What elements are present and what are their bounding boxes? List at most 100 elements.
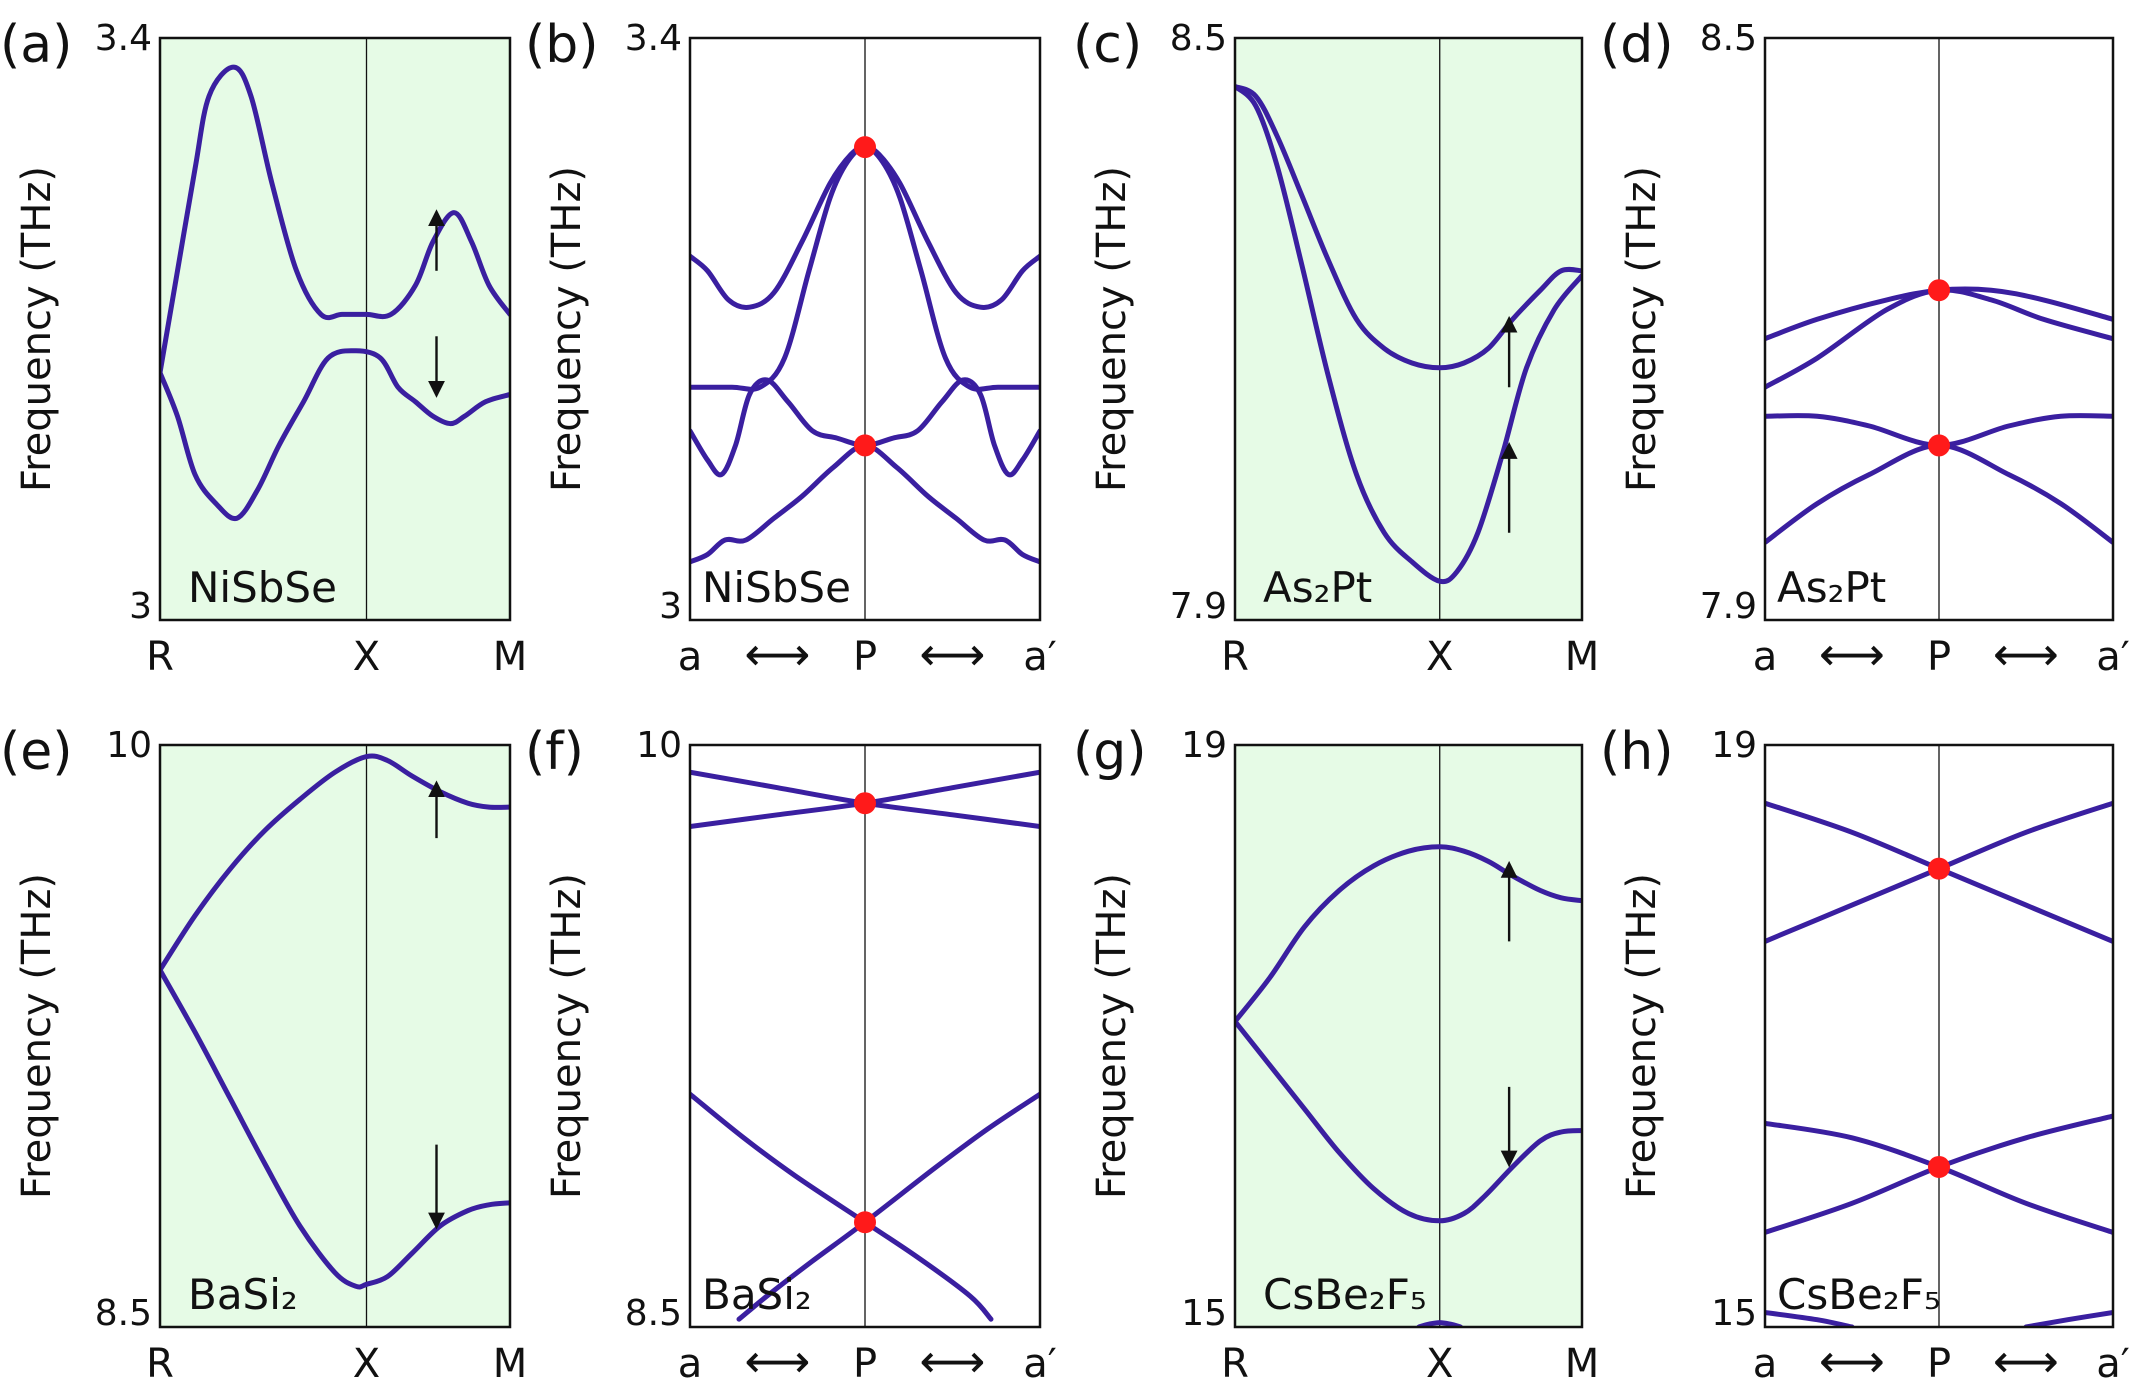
- material-label: As₂Pt: [1777, 563, 1886, 612]
- band-line-1: [160, 753, 510, 973]
- bands: [160, 64, 510, 522]
- x-tick-3: P: [853, 1341, 877, 1387]
- x-tick-5: a′: [2096, 634, 2130, 680]
- panel-c: (c) 8.5 7.9 Frequency (THz) R X M As₂Pt: [1073, 15, 1599, 680]
- degeneracy-point-2: [854, 434, 876, 457]
- x-tick-3: P: [853, 634, 877, 680]
- material-label: BaSi₂: [188, 1270, 298, 1319]
- material-label: NiSbSe: [188, 563, 337, 612]
- band-line-5: [1765, 1310, 1855, 1327]
- x-tick-1: a: [1753, 1341, 1778, 1387]
- degeneracy-point-1: [854, 792, 876, 815]
- y-tick-top: 10: [636, 725, 682, 766]
- band-line-2: [1235, 84, 1582, 585]
- band-line-6: [2023, 1310, 2113, 1327]
- plot-frame: [158, 36, 512, 622]
- y-tick-bottom: 7.9: [1170, 586, 1227, 627]
- plot-frame: [1763, 36, 2115, 622]
- shaded-plot-background: [160, 38, 510, 620]
- degeneracy-point-2: [854, 1211, 876, 1234]
- y-tick-bottom: 15: [1181, 1293, 1227, 1334]
- y-tick-top: 19: [1181, 725, 1227, 766]
- x-tick-5: a′: [2096, 1341, 2130, 1387]
- material-label: BaSi₂: [702, 1270, 812, 1319]
- band-line-1: [1235, 84, 1582, 371]
- y-tick-top: 8.5: [1700, 18, 1757, 59]
- degeneracy-point-1: [1928, 857, 1950, 880]
- panel-label: (e): [0, 722, 73, 782]
- plot-frame: [688, 743, 1042, 1329]
- panel-h: (h) 19 15 Frequency (THz) a ⟷ P ⟷ a′ CsBe₂F₅: [1600, 722, 2130, 1387]
- x-tick-2: X: [1426, 1341, 1453, 1387]
- panel-label: (d): [1600, 15, 1674, 75]
- degeneracy-point-1: [854, 136, 876, 159]
- panel-g: (g) 19 15 Frequency (THz) R X M CsBe₂F₅: [1073, 722, 1599, 1387]
- x-tick-2: X: [1426, 634, 1453, 680]
- y-axis-label: Frequency (THz): [1089, 873, 1135, 1199]
- panel-e: (e) 10 8.5 Frequency (THz) R X M BaSi₂: [0, 722, 527, 1387]
- x-tick-1: R: [1221, 634, 1249, 680]
- shaded-plot-background: [1235, 38, 1582, 620]
- bands: [1235, 844, 1582, 1327]
- panel-label: (c): [1073, 15, 1142, 75]
- x-tick-3: P: [1927, 634, 1951, 680]
- y-tick-top: 8.5: [1170, 18, 1227, 59]
- panel-label: (f): [525, 722, 584, 782]
- bands: [160, 753, 510, 1290]
- shaded-plot-background: [1235, 745, 1582, 1327]
- material-label: As₂Pt: [1263, 563, 1372, 612]
- y-tick-top: 3.4: [95, 18, 152, 59]
- plot-frame: [158, 743, 512, 1329]
- y-tick-top: 3.4: [625, 18, 682, 59]
- degeneracy-point-2: [1928, 434, 1950, 457]
- panel-b: (b) 3.4 3 Frequency (THz) a ⟷ P ⟷ a′ NiSbSe: [525, 15, 1057, 681]
- plot-frame: [1233, 36, 1584, 622]
- material-label: CsBe₂F₅: [1263, 1270, 1427, 1319]
- x-tick-1: a: [1753, 634, 1778, 680]
- x-tick-2: ⟷: [745, 1334, 811, 1387]
- x-tick-4: ⟷: [1993, 627, 2059, 681]
- x-tick-3: P: [1927, 1341, 1951, 1387]
- band-line-1: [1235, 844, 1582, 1024]
- x-tick-1: R: [1221, 1341, 1249, 1387]
- y-axis-label: Frequency (THz): [1089, 166, 1135, 492]
- band-line-1: [160, 64, 510, 376]
- x-tick-3: M: [1565, 634, 1600, 680]
- shaded-plot-background: [160, 745, 510, 1327]
- x-tick-2: ⟷: [1819, 1334, 1885, 1387]
- band-line-2: [160, 348, 510, 522]
- panel-label: (g): [1073, 722, 1147, 782]
- band-line-2: [160, 967, 510, 1290]
- material-label: NiSbSe: [702, 563, 851, 612]
- plot-frame: [1763, 743, 2115, 1329]
- y-axis-label: Frequency (THz): [544, 873, 590, 1199]
- x-tick-4: ⟷: [920, 627, 986, 681]
- band-line-3: [1416, 1320, 1463, 1327]
- panel-label: (a): [0, 15, 72, 75]
- y-tick-bottom: 8.5: [625, 1293, 682, 1334]
- material-label: CsBe₂F₅: [1777, 1270, 1941, 1319]
- panel-label: (h): [1600, 722, 1674, 782]
- panel-a: (a) 3.4 3 Frequency (THz) R X M NiSbSe: [0, 15, 527, 680]
- x-tick-1: R: [146, 634, 174, 680]
- plot-frame: [688, 36, 1042, 622]
- bands: [1235, 84, 1582, 585]
- x-tick-2: X: [353, 634, 380, 680]
- x-tick-1: a: [678, 634, 703, 680]
- x-tick-2: X: [353, 1341, 380, 1387]
- panel-f: (f) 10 8.5 Frequency (THz) a ⟷ P ⟷ a′ BaSi₂: [525, 722, 1057, 1387]
- x-tick-4: ⟷: [1993, 1334, 2059, 1387]
- band-line-2: [1235, 1018, 1582, 1224]
- degeneracy-point-2: [1928, 1155, 1950, 1178]
- x-tick-5: a′: [1023, 634, 1057, 680]
- degeneracy-point-1: [1928, 279, 1950, 302]
- y-axis-label: Frequency (THz): [1619, 166, 1665, 492]
- panel-d: (d) 8.5 7.9 Frequency (THz) a ⟷ P ⟷ a′ As₂Pt: [1600, 15, 2130, 681]
- x-tick-3: M: [1565, 1341, 1600, 1387]
- y-tick-bottom: 3: [659, 586, 682, 627]
- y-tick-bottom: 7.9: [1700, 586, 1757, 627]
- y-tick-top: 19: [1711, 725, 1757, 766]
- y-tick-bottom: 3: [129, 586, 152, 627]
- x-tick-2: ⟷: [745, 627, 811, 681]
